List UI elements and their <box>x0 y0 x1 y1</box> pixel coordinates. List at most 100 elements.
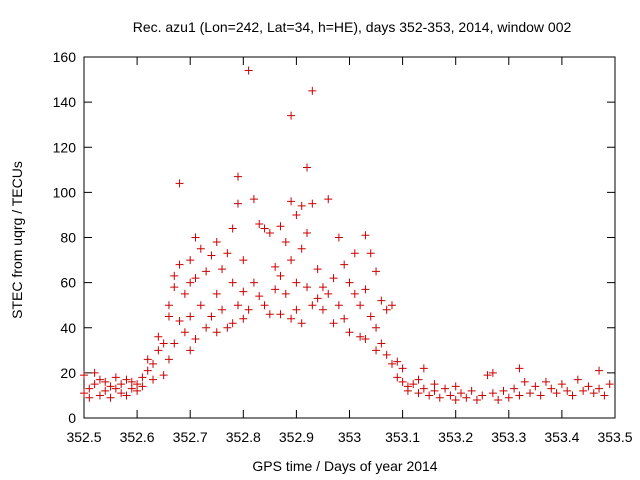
data-point <box>372 346 381 355</box>
data-point <box>218 305 227 314</box>
data-point <box>568 391 577 400</box>
data-point <box>361 231 370 240</box>
data-point <box>239 287 248 296</box>
data-point <box>255 219 264 228</box>
y-tick-label: 120 <box>53 139 77 155</box>
data-point <box>520 377 529 386</box>
data-point <box>547 384 556 393</box>
data-point <box>457 389 466 398</box>
data-point <box>589 389 598 398</box>
data-point <box>292 210 301 219</box>
data-point <box>80 371 88 380</box>
data-point <box>393 373 402 382</box>
data-point <box>313 265 322 274</box>
data-point <box>133 386 142 395</box>
data-point <box>303 163 312 172</box>
data-point <box>531 382 540 391</box>
data-point <box>85 384 94 393</box>
data-point <box>313 294 322 303</box>
data-point <box>393 357 402 366</box>
x-axis-ticks: 352.5 352.6 352.7 352.8 352.9 353 353.1 353.2 35… <box>66 57 633 445</box>
data-point <box>324 289 333 298</box>
data-point <box>249 278 258 287</box>
data-point <box>287 256 296 265</box>
data-point <box>329 319 338 328</box>
data-point <box>292 278 301 287</box>
data-point <box>170 271 179 280</box>
data-point <box>515 364 524 373</box>
x-tick-label: 353.2 <box>438 429 473 445</box>
data-point <box>526 389 535 398</box>
data-point <box>212 238 221 247</box>
data-point <box>175 260 184 269</box>
data-point <box>228 224 237 233</box>
data-point <box>541 377 550 386</box>
data-point <box>281 238 290 247</box>
data-point <box>595 366 604 375</box>
data-point <box>350 249 359 258</box>
data-point <box>223 323 232 332</box>
data-point <box>382 305 391 314</box>
data-point <box>111 373 120 382</box>
y-tick-label: 140 <box>53 94 77 110</box>
data-point <box>451 395 460 404</box>
data-point <box>303 283 312 292</box>
x-tick-label: 352.8 <box>226 429 261 445</box>
data-point <box>260 224 269 233</box>
data-point <box>318 283 327 292</box>
data-point <box>605 380 614 389</box>
data-point <box>356 332 365 341</box>
data-point <box>287 314 296 323</box>
data-point <box>504 393 513 402</box>
data-point <box>579 386 588 395</box>
y-tick-label: 40 <box>60 320 76 336</box>
data-point <box>233 172 242 181</box>
data-point <box>127 377 136 386</box>
x-axis-label: GPS time / Days of year 2014 <box>252 458 437 474</box>
data-point <box>488 368 497 377</box>
y-axis-ticks: 0 20 40 60 80 100 120 140 160 <box>53 49 615 426</box>
data-point <box>80 389 88 398</box>
data-point <box>149 375 158 384</box>
y-tick-label: 100 <box>53 184 77 200</box>
data-point <box>255 292 264 301</box>
data-point <box>557 380 566 389</box>
data-point <box>202 267 211 276</box>
data-point <box>340 314 349 323</box>
data-point <box>366 312 375 321</box>
data-point <box>478 391 487 400</box>
data-point <box>366 249 375 258</box>
data-point <box>186 312 195 321</box>
data-point <box>244 305 253 314</box>
data-point <box>85 393 94 402</box>
data-point <box>297 319 306 328</box>
data-point <box>207 251 216 260</box>
data-point <box>170 283 179 292</box>
data-point <box>180 328 189 337</box>
data-point <box>186 256 195 265</box>
data-point <box>239 314 248 323</box>
data-point <box>377 339 386 348</box>
data-point <box>122 375 131 384</box>
data-point <box>297 244 306 253</box>
y-tick-label: 0 <box>68 410 76 426</box>
y-tick-label: 20 <box>60 365 76 381</box>
data-point <box>387 301 396 310</box>
data-point <box>207 312 216 321</box>
data-point <box>154 346 163 355</box>
chart-title: Rec. azu1 (Lon=242, Lat=34, h=HE), days … <box>133 19 572 35</box>
data-point <box>101 377 110 386</box>
data-point <box>382 350 391 359</box>
data-point <box>170 339 179 348</box>
data-point <box>159 371 168 380</box>
data-point <box>249 195 258 204</box>
data-point <box>218 265 227 274</box>
data-point <box>90 368 99 377</box>
data-point <box>95 375 104 384</box>
data-point <box>430 386 439 395</box>
data-point <box>186 278 195 287</box>
data-point <box>467 386 476 395</box>
data-point <box>510 384 519 393</box>
data-point <box>271 285 280 294</box>
data-point <box>303 228 312 237</box>
